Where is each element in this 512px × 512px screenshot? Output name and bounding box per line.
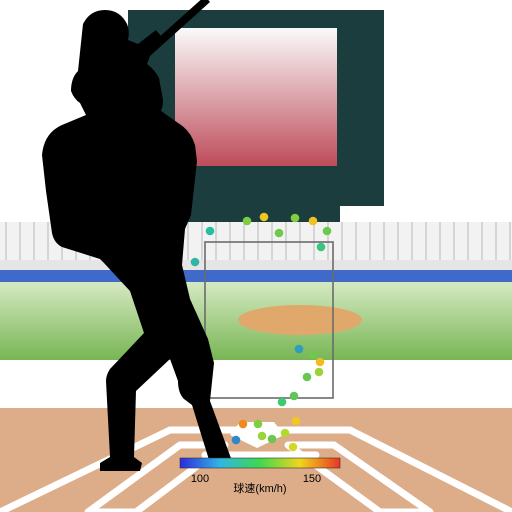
pitch-location-chart: 100 150 球速(km/h) xyxy=(0,0,512,512)
svg-text:球速(km/h): 球速(km/h) xyxy=(233,481,286,495)
svg-text:150: 150 xyxy=(303,473,321,485)
svg-text:100: 100 xyxy=(191,473,209,485)
